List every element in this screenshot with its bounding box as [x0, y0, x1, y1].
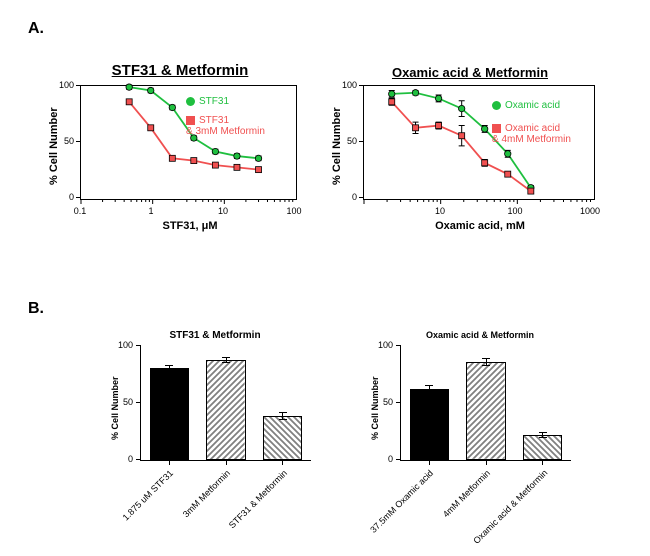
ytick: 0: [373, 454, 393, 464]
legend-text: STF31& 3mM Metformin: [186, 115, 265, 137]
legend-a1-1: STF31& 3mM Metformin: [186, 115, 265, 137]
tick-mark: [136, 345, 140, 346]
panel-b-label: B.: [28, 300, 44, 318]
panel-a-label: A.: [28, 20, 44, 38]
chart-a1-xlabel: STF31, μM: [130, 220, 250, 232]
ytick: 0: [113, 454, 133, 464]
bar: [150, 368, 190, 460]
chart-a2-title: Oxamic acid & Metformin: [340, 65, 600, 80]
error-cap: [222, 362, 230, 363]
error-cap: [425, 392, 433, 393]
tick-mark: [76, 141, 80, 142]
error-cap: [279, 419, 287, 420]
ytick: 100: [50, 80, 74, 90]
legend-a2-0: Oxamic acid: [492, 100, 560, 111]
legend-marker: [492, 101, 501, 110]
tick-mark: [76, 85, 80, 86]
tick-mark: [429, 460, 430, 465]
xtick: 10: [213, 206, 233, 216]
tick-mark: [226, 460, 227, 465]
legend-text: STF31: [199, 96, 229, 107]
legend-a1-0: STF31: [186, 96, 229, 107]
error-cap: [165, 365, 173, 366]
tick-mark: [359, 141, 363, 142]
chart-b2-title: Oxamic acid & Metformin: [380, 330, 580, 340]
legend-marker: [492, 124, 501, 133]
xtick: 100: [284, 206, 304, 216]
ytick: 0: [333, 192, 357, 202]
chart-b1-ylabel: % Cell Number: [110, 376, 120, 440]
legend-text: Oxamic acid& 4mM Metformin: [492, 123, 571, 145]
tick-mark: [486, 460, 487, 465]
bar: [466, 362, 506, 460]
chart-b1-title: STF31 & Metformin: [120, 330, 310, 341]
tick-mark: [542, 460, 543, 465]
tick-mark: [136, 402, 140, 403]
ytick: 100: [333, 80, 357, 90]
chart-b2-ylabel: % Cell Number: [370, 376, 380, 440]
tick-mark: [359, 197, 363, 198]
error-cap: [165, 370, 173, 371]
tick-mark: [396, 345, 400, 346]
tick-mark: [396, 459, 400, 460]
legend-a2-1: Oxamic acid& 4mM Metformin: [492, 123, 571, 145]
tick-mark: [169, 460, 170, 465]
chart-a2-ylabel: % Cell Number: [331, 107, 343, 185]
bar: [263, 416, 303, 460]
error-cap: [539, 437, 547, 438]
tick-mark: [359, 85, 363, 86]
error-cap: [222, 357, 230, 358]
legend-marker: [186, 97, 195, 106]
tick-mark: [76, 197, 80, 198]
bar: [523, 435, 563, 460]
chart-b2: [400, 345, 571, 461]
legend-marker: [186, 116, 195, 125]
tick-mark: [396, 402, 400, 403]
tick-mark: [282, 460, 283, 465]
error-cap: [425, 385, 433, 386]
error-cap: [482, 365, 490, 366]
chart-b1: [140, 345, 311, 461]
legend-text: Oxamic acid: [505, 100, 560, 111]
bar: [410, 389, 450, 460]
xtick: 1: [141, 206, 161, 216]
xtick: 10: [425, 206, 455, 216]
error-cap: [539, 432, 547, 433]
error-cap: [482, 358, 490, 359]
error-cap: [279, 412, 287, 413]
ytick: 100: [373, 340, 393, 350]
ytick: 100: [113, 340, 133, 350]
tick-mark: [136, 459, 140, 460]
chart-a2-xlabel: Oxamic acid, mM: [420, 220, 540, 232]
xtick: 100: [500, 206, 530, 216]
xtick: 1000: [575, 206, 605, 216]
ytick: 0: [50, 192, 74, 202]
bar: [206, 360, 246, 460]
chart-a1-title: STF31 & Metformin: [65, 62, 295, 79]
chart-a1-ylabel: % Cell Number: [48, 107, 60, 185]
xtick: 0.1: [70, 206, 90, 216]
